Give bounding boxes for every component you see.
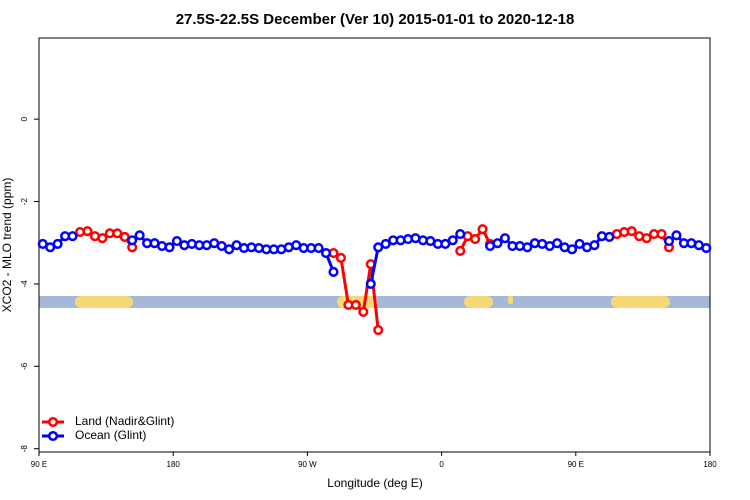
data-point (671, 230, 682, 241)
data-point (328, 266, 339, 278)
data-point (499, 233, 511, 244)
data-point (589, 240, 600, 251)
data-point (477, 224, 488, 235)
data-point (52, 238, 63, 250)
series-line (42, 232, 707, 285)
data-point (350, 299, 361, 310)
y-tick-label: -2 (20, 197, 29, 205)
y-tick-label: 0 (20, 116, 29, 121)
x-tick-label: 180 (167, 460, 181, 469)
y-tick-label: -8 (20, 445, 29, 453)
data-point (492, 238, 503, 249)
chart-title: 27.5S-22.5S December (Ver 10) 2015-01-01… (176, 11, 575, 28)
data-point (470, 233, 481, 245)
data-point (164, 242, 175, 253)
data-point (567, 244, 578, 255)
x-tick-label: 0 (439, 460, 444, 469)
data-point (604, 231, 615, 243)
legend-label: Ocean (Glint) (75, 428, 146, 442)
data-point (320, 247, 332, 259)
data-point (134, 230, 145, 241)
data-point (224, 244, 235, 255)
data-point (447, 235, 458, 246)
data-point (455, 229, 466, 240)
legend-marker (47, 430, 59, 442)
data-point (112, 228, 123, 239)
data-point (82, 226, 93, 237)
x-tick-label: 90 E (568, 460, 584, 469)
x-axis-label: Longitude (deg E) (327, 476, 422, 490)
land-band (464, 296, 493, 308)
data-point (97, 233, 108, 244)
legend-marker (47, 416, 59, 428)
legend-label: Land (Nadir&Glint) (75, 414, 174, 428)
data-point (380, 238, 391, 250)
y-tick-label: -4 (20, 280, 29, 288)
data-point (127, 235, 138, 246)
land-band (611, 296, 670, 308)
data-point (455, 245, 466, 257)
data-point (365, 278, 376, 289)
land-band (75, 296, 133, 308)
x-tick-label: 90 W (298, 460, 317, 469)
y-axis-label: XCO2 - MLO trend (ppm) (0, 178, 14, 313)
data-point (701, 243, 712, 254)
data-point (641, 233, 652, 244)
data-point (373, 325, 384, 336)
data-point (656, 229, 667, 240)
y-tick-label: -6 (20, 362, 29, 370)
data-point (171, 236, 182, 247)
data-point (440, 238, 451, 250)
data-point (335, 252, 347, 264)
data-point (626, 226, 637, 237)
data-point (67, 231, 78, 242)
data-point (313, 243, 324, 254)
data-point (522, 242, 533, 253)
data-point (358, 306, 369, 317)
data-point (552, 238, 563, 249)
land-band (508, 296, 513, 304)
x-tick-label: 180 (703, 460, 717, 469)
x-tick-label: 90 E (31, 460, 47, 469)
data-point (663, 236, 675, 247)
